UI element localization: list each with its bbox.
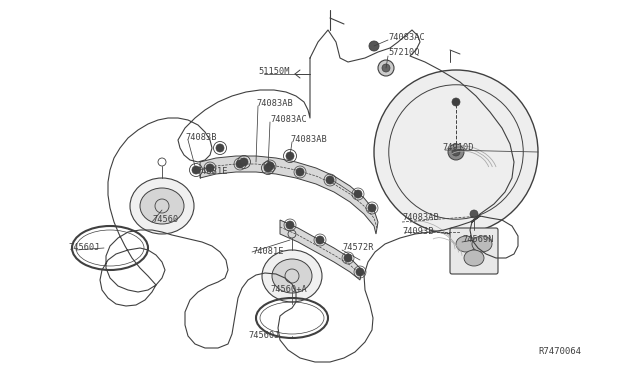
Text: 74572R: 74572R xyxy=(342,244,374,253)
Text: 51150M: 51150M xyxy=(258,67,289,77)
Text: 74083AC: 74083AC xyxy=(270,115,307,125)
FancyBboxPatch shape xyxy=(450,228,498,274)
Circle shape xyxy=(378,60,394,76)
Circle shape xyxy=(192,166,200,174)
Circle shape xyxy=(452,98,460,106)
Circle shape xyxy=(216,144,224,152)
Circle shape xyxy=(382,64,390,72)
Text: 74560J: 74560J xyxy=(68,244,99,253)
Circle shape xyxy=(266,162,274,170)
Text: 74560: 74560 xyxy=(152,215,179,224)
Circle shape xyxy=(286,221,294,229)
Text: 74083B: 74083B xyxy=(185,134,216,142)
Text: R7470064: R7470064 xyxy=(538,347,581,356)
Circle shape xyxy=(354,190,362,198)
Text: 74083AC: 74083AC xyxy=(388,33,425,42)
Circle shape xyxy=(236,160,244,168)
Text: 74081E: 74081E xyxy=(252,247,284,257)
Ellipse shape xyxy=(272,259,312,293)
Ellipse shape xyxy=(130,178,194,234)
Ellipse shape xyxy=(262,250,322,302)
Circle shape xyxy=(448,144,464,160)
Text: 74093B: 74093B xyxy=(402,228,433,237)
Circle shape xyxy=(374,70,538,234)
Circle shape xyxy=(470,210,478,218)
Ellipse shape xyxy=(464,250,484,266)
Text: 74083AB: 74083AB xyxy=(290,135,327,144)
Circle shape xyxy=(344,254,352,262)
Circle shape xyxy=(452,148,460,156)
Circle shape xyxy=(369,41,379,51)
Text: 74560J: 74560J xyxy=(248,331,280,340)
Circle shape xyxy=(326,176,334,184)
Circle shape xyxy=(240,158,248,166)
Polygon shape xyxy=(200,156,378,234)
Circle shape xyxy=(264,164,272,172)
Text: 74560+A: 74560+A xyxy=(270,285,307,295)
Circle shape xyxy=(356,268,364,276)
Circle shape xyxy=(296,168,304,176)
Ellipse shape xyxy=(472,236,492,252)
Ellipse shape xyxy=(456,236,476,252)
Polygon shape xyxy=(280,220,362,280)
Text: 74083AB: 74083AB xyxy=(402,214,439,222)
Text: 74910D: 74910D xyxy=(442,144,474,153)
Circle shape xyxy=(286,152,294,160)
Text: 74569N: 74569N xyxy=(462,235,493,244)
Text: 57210Q: 57210Q xyxy=(388,48,419,57)
Ellipse shape xyxy=(140,188,184,224)
Text: 74081E: 74081E xyxy=(196,167,227,176)
Circle shape xyxy=(368,204,376,212)
Text: 74083AB: 74083AB xyxy=(256,99,292,109)
Circle shape xyxy=(206,164,214,172)
Circle shape xyxy=(316,236,324,244)
